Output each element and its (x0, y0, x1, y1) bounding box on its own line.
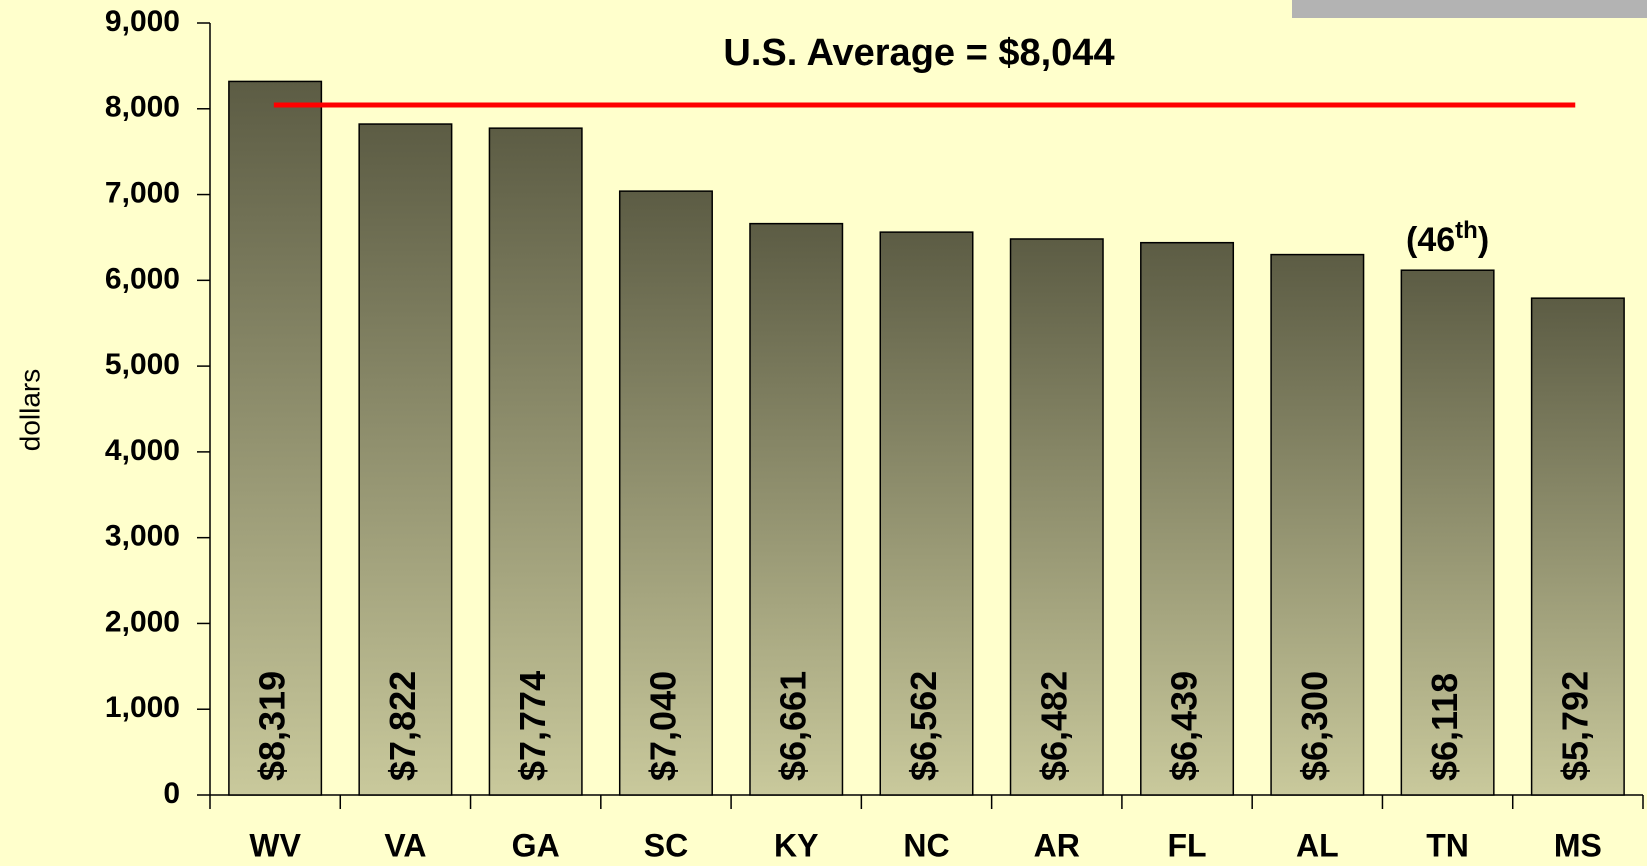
y-tick-label: 0 (163, 777, 180, 810)
x-tick-label: MS (1554, 827, 1602, 863)
x-tick-label: GA (512, 827, 560, 863)
x-tick-label: NC (903, 827, 949, 863)
bar (228, 80, 323, 796)
x-tick-label: KY (774, 827, 818, 863)
value-label: $6,439 (1164, 671, 1205, 781)
bar (488, 127, 583, 796)
value-label: $6,300 (1294, 671, 1335, 781)
value-label: $7,822 (382, 671, 423, 781)
x-tick-label: VA (384, 827, 426, 863)
y-tick-label: 3,000 (105, 520, 180, 553)
value-label: $8,319 (252, 671, 293, 781)
bar (1140, 241, 1235, 796)
value-label: $7,040 (642, 671, 683, 781)
x-tick-label: SC (644, 827, 688, 863)
x-tick-label: TN (1426, 827, 1469, 863)
y-tick-label: 5,000 (105, 348, 180, 381)
y-tick-label: 7,000 (105, 176, 180, 209)
bar (1270, 253, 1365, 796)
y-tick-label: 9,000 (105, 5, 180, 38)
bar (749, 222, 844, 796)
value-label: $6,661 (773, 671, 814, 781)
annotation-text: ) (1478, 221, 1489, 259)
x-tick-label: AL (1296, 827, 1339, 863)
bar (1009, 238, 1104, 796)
y-tick-label: 6,000 (105, 262, 180, 295)
bar (1530, 297, 1625, 796)
bar (879, 231, 974, 796)
bar (618, 190, 713, 796)
y-tick-label: 8,000 (105, 91, 180, 124)
gray-box (1292, 0, 1647, 18)
bar (1400, 269, 1495, 796)
y-tick-label: 1,000 (105, 691, 180, 724)
annotation-superscript: th (1455, 218, 1478, 245)
y-tick-label: 2,000 (105, 605, 180, 638)
annotation: (46th) (1406, 218, 1489, 260)
value-label: $6,482 (1033, 671, 1074, 781)
value-label: $7,774 (512, 671, 553, 781)
y-tick-label: 4,000 (105, 434, 180, 467)
x-tick-label: WV (249, 827, 301, 863)
value-label: $6,562 (903, 671, 944, 781)
value-label: $5,792 (1554, 671, 1595, 781)
bar (358, 123, 453, 796)
value-label: $6,118 (1424, 673, 1465, 781)
y-axis-title: dollars (14, 369, 45, 451)
x-tick-label: AR (1034, 827, 1080, 863)
x-tick-label: FL (1167, 827, 1206, 863)
annotation-text: (46 (1406, 221, 1455, 259)
reference-label: U.S. Average = $8,044 (723, 32, 1114, 74)
